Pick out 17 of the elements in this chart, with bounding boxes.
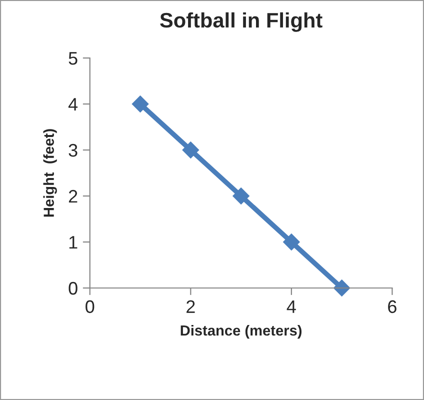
y-tick-label: 1 <box>69 236 78 249</box>
y-axis-title: Height (feet) <box>43 129 57 217</box>
point <box>283 234 300 250</box>
y-tick-label: 5 <box>68 52 78 65</box>
x-tick-label: 6 <box>388 300 396 314</box>
point <box>182 142 200 158</box>
y-tick-label: 4 <box>68 98 78 111</box>
x-tick-label: 0 <box>86 300 94 314</box>
point <box>232 188 250 204</box>
x-tick-label: 2 <box>186 300 195 313</box>
x-axis-title: Distance (meters) <box>180 324 302 339</box>
y-tick-label: 0 <box>68 282 78 295</box>
x-tick-label: 4 <box>286 300 296 313</box>
chart-title: Softball in Flight <box>160 12 322 32</box>
y-tick-label: 2 <box>68 190 78 203</box>
point <box>132 96 149 112</box>
y-tick-label: 3 <box>68 144 78 157</box>
